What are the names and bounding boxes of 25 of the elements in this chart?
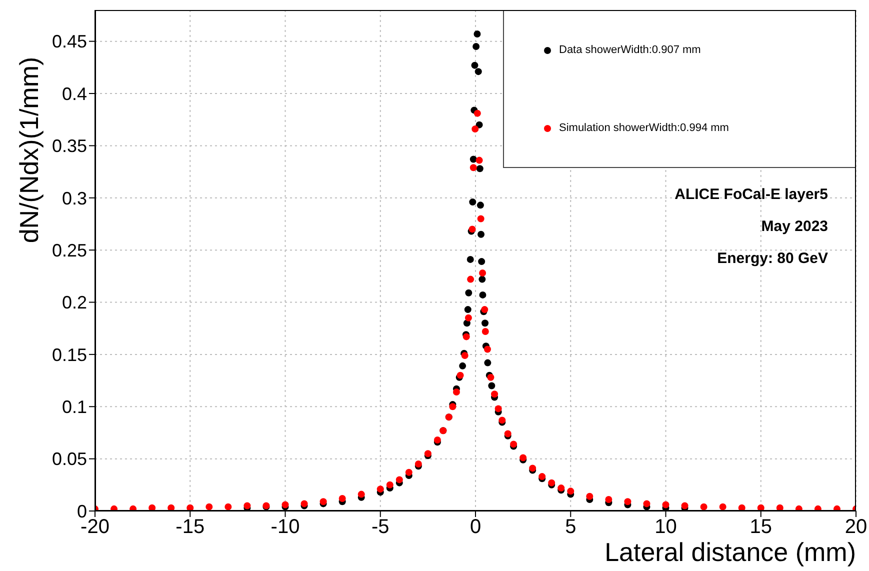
x-tick-label: 0 — [470, 516, 482, 538]
x-tick-label: 20 — [844, 516, 868, 538]
y-tick-label: 0.15 — [52, 344, 87, 365]
y-tick-label: 0.3 — [62, 188, 87, 208]
y-tick-label: 0.4 — [62, 84, 87, 104]
y-axis-title: dN/(Ndx)(1/mm) — [14, 56, 44, 244]
x-tick-label: 5 — [565, 516, 576, 538]
legend-label: Data showerWidth:0.907 mm — [559, 44, 701, 56]
annotation: May 2023 — [761, 218, 828, 235]
x-axis-title: Lateral distance (mm) — [604, 537, 856, 567]
x-tick-label: 10 — [654, 516, 677, 538]
y-tick-label: 0.45 — [52, 32, 87, 52]
legend-label: Simulation showerWidth:0.994 mm — [559, 122, 729, 134]
x-tick-label: -5 — [371, 516, 390, 538]
x-tick-label: -15 — [176, 516, 205, 538]
y-tick-label: 0 — [76, 501, 87, 522]
x-tick-label: 15 — [750, 516, 772, 538]
y-tick-label: 0.2 — [62, 292, 87, 313]
y-tick-label: 0.25 — [52, 240, 87, 260]
annotation: ALICE FoCal-E layer5 — [674, 186, 828, 203]
x-tick-label: -10 — [270, 516, 300, 538]
y-tick-label: 0.1 — [62, 397, 87, 418]
y-tick-label: 0.05 — [52, 449, 87, 470]
y-tick-label: 0.35 — [52, 136, 87, 156]
annotation: Energy: 80 GeV — [717, 250, 828, 267]
